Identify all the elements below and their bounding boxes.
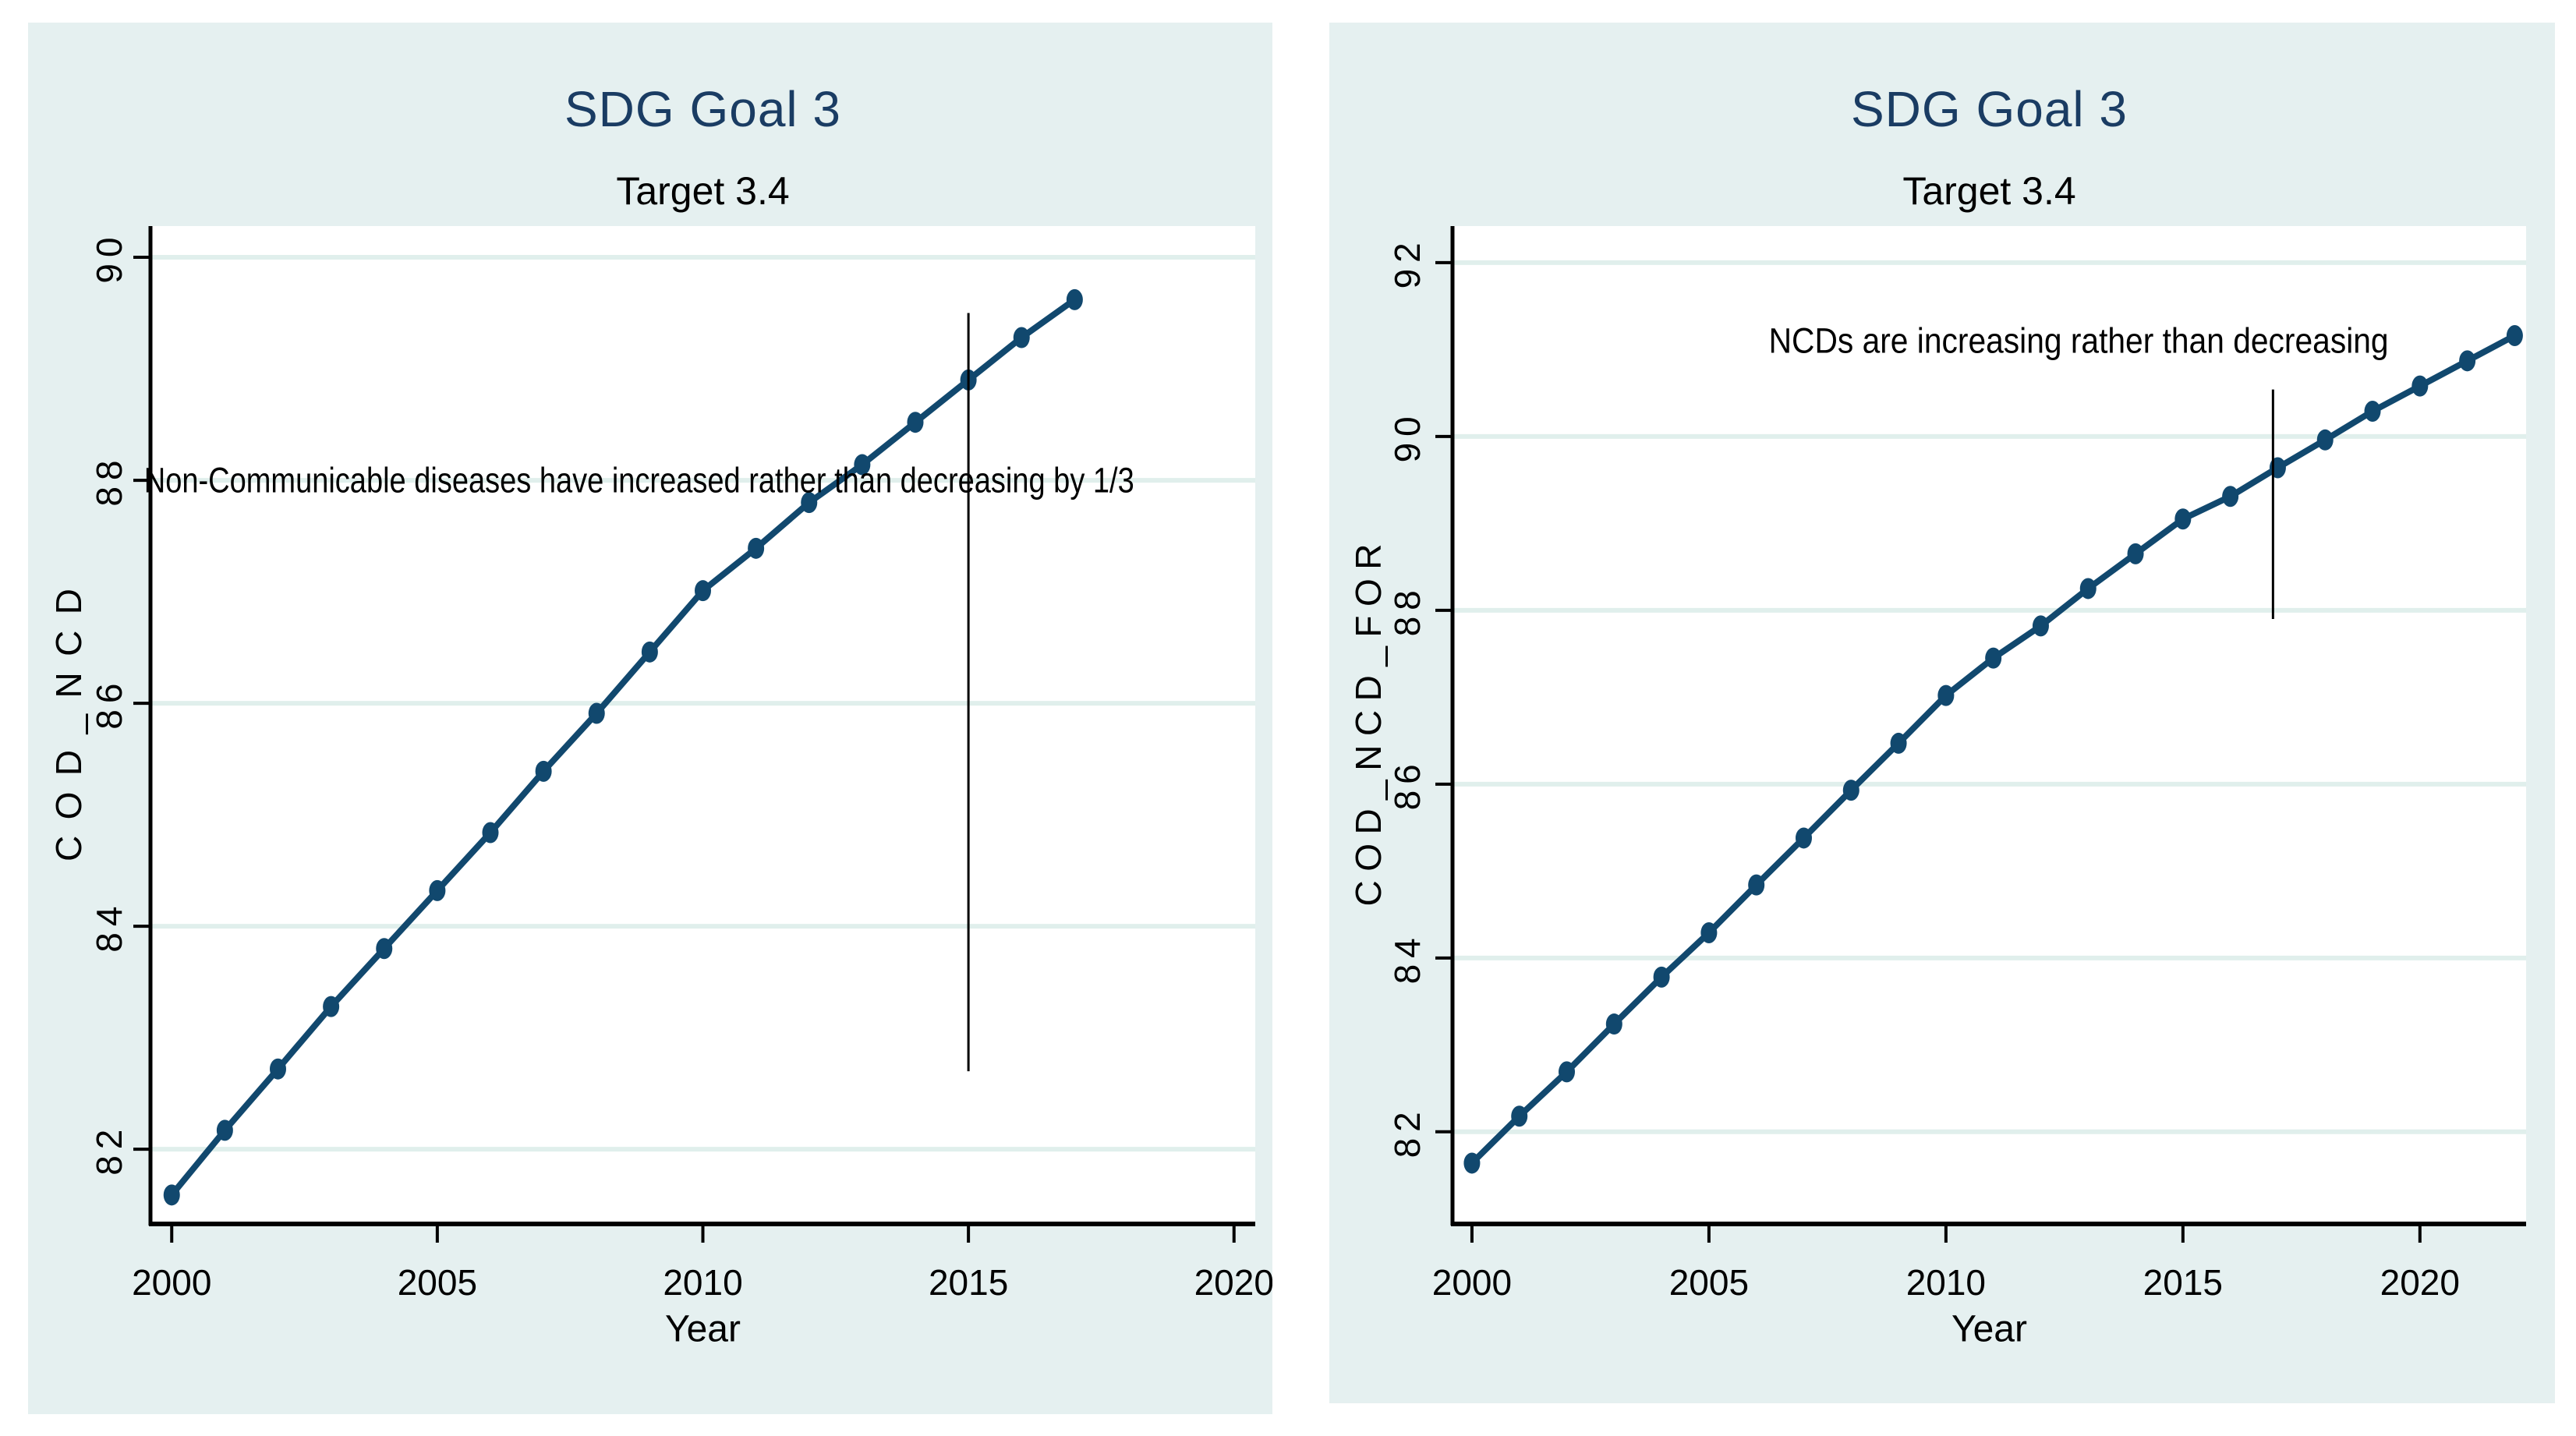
data-point-marker [216, 1119, 233, 1141]
x-tick-label: 2010 [663, 1262, 742, 1303]
data-point-marker [1700, 921, 1718, 943]
data-point-marker [323, 996, 340, 1017]
data-point-marker [1842, 780, 1859, 801]
y-tick-label: 88 [89, 454, 129, 506]
data-point-marker [1511, 1105, 1528, 1127]
x-tick-label: 2000 [132, 1262, 211, 1303]
data-point-marker [1890, 732, 1907, 754]
series-line [168, 296, 1078, 1198]
chart-panel-cod-ncd: SDG Goal 3 Target 3.4 82 84 86 88 90 2000 2005… [28, 23, 1272, 1414]
plot-area [150, 226, 1255, 1224]
cod-ncd-for-line-chart: 82 84 86 88 90 92 2000 2005 2010 2015 2020 COD_NCD_… [1348, 226, 2526, 1350]
data-point-marker [1463, 1152, 1481, 1174]
cod-ncd-line-chart: 82 84 86 88 90 2000 2005 2010 2015 2020 COD_NCD Yea… [48, 226, 1272, 1350]
x-tick-label: 2020 [2380, 1262, 2460, 1303]
x-tick-label: 2005 [398, 1262, 477, 1303]
data-point-marker [588, 702, 605, 724]
y-tick-label: 90 [1387, 410, 1428, 462]
data-point-marker [1013, 327, 1030, 348]
y-axis-title: COD_NCD [48, 589, 89, 861]
y-tick-label: 90 [89, 231, 129, 283]
data-point-marker [907, 412, 924, 433]
y-tick-label: 82 [1387, 1105, 1428, 1158]
y-tick-label: 92 [1387, 236, 1428, 288]
data-point-marker [270, 1058, 286, 1080]
y-tick-label: 88 [1387, 584, 1428, 636]
data-point-marker [801, 492, 818, 514]
y-tick-label: 84 [1387, 932, 1428, 984]
y-tick-label: 86 [1387, 758, 1428, 810]
data-point-marker [2364, 400, 2381, 422]
data-point-marker [1937, 684, 1955, 706]
data-point-marker [695, 580, 711, 602]
chart-title: SDG Goal 3 [1850, 81, 2128, 137]
chart-subtitle: Target 3.4 [1902, 169, 2076, 213]
x-tick-label: 2005 [1669, 1262, 1749, 1303]
data-point-marker [2506, 324, 2523, 346]
data-point-marker [163, 1184, 180, 1206]
data-point-marker [2459, 350, 2476, 372]
x-tick-label: 2000 [1432, 1262, 1512, 1303]
data-point-marker [748, 537, 765, 559]
chart-panel-cod-ncd-for: SDG Goal 3 Target 3.4 82 84 86 88 90 92 2000 20… [1329, 23, 2555, 1403]
y-tick-label: 82 [89, 1123, 129, 1176]
plot-area [1453, 226, 2526, 1224]
data-point-marker [1795, 827, 1812, 849]
x-axis-title: Year [665, 1309, 741, 1350]
data-point-marker [854, 454, 871, 476]
data-point-marker [2127, 543, 2144, 564]
data-point-marker [2174, 508, 2192, 530]
chart-annotation: Non-Communicable diseases have increased… [144, 461, 1134, 500]
x-tick-label: 2015 [2143, 1262, 2223, 1303]
data-point-marker [535, 760, 552, 782]
data-point-marker [1066, 288, 1083, 310]
data-point-marker [2079, 578, 2097, 600]
data-point-marker [1985, 647, 2002, 669]
y-tick-label: 84 [89, 900, 129, 953]
data-point-marker [641, 641, 658, 663]
y-tick-label: 86 [89, 677, 129, 730]
data-point-marker [1559, 1061, 1576, 1083]
data-point-marker [2222, 486, 2239, 508]
data-point-marker [2411, 375, 2429, 397]
chart-annotation: NCDs are increasing rather than decreasi… [1769, 321, 2389, 361]
data-point-marker [2316, 429, 2334, 451]
x-tick-label: 2010 [1906, 1262, 1986, 1303]
x-tick-label: 2015 [929, 1262, 1008, 1303]
data-point-marker [1653, 966, 1670, 988]
x-axis-title: Year [1951, 1309, 2027, 1350]
chart-subtitle: Target 3.4 [616, 169, 790, 213]
data-point-marker [482, 822, 499, 844]
data-point-marker [429, 879, 446, 901]
data-point-marker [1748, 874, 1765, 896]
y-axis-title: COD_NCD_FOR [1348, 544, 1389, 907]
data-point-marker [376, 938, 393, 960]
chart-title: SDG Goal 3 [564, 81, 842, 137]
data-point-marker [1605, 1013, 1622, 1035]
data-point-marker [2032, 615, 2049, 637]
x-tick-label: 2020 [1194, 1262, 1272, 1303]
